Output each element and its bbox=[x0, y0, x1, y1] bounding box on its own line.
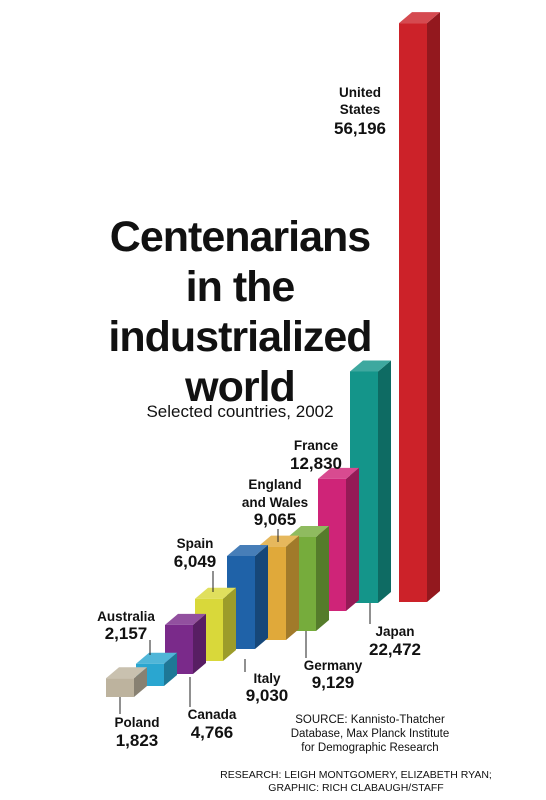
bar-side bbox=[286, 535, 299, 640]
value-label: 56,196 bbox=[334, 119, 386, 138]
bar-top bbox=[288, 525, 329, 537]
credit-line: GRAPHIC: RICH CLABAUGH/STAFF bbox=[268, 782, 444, 794]
source-line: for Demographic Research bbox=[301, 742, 439, 754]
bar-top bbox=[106, 667, 147, 679]
title-line: industrialized bbox=[108, 313, 372, 361]
chart-title: Centenarians in the industrialized world bbox=[100, 212, 380, 412]
value-label: 6,049 bbox=[174, 552, 217, 571]
source-note: SOURCE: Kannisto-Thatcher Database, Max … bbox=[270, 713, 470, 755]
value-label: 4,766 bbox=[191, 723, 234, 742]
bar bbox=[106, 667, 147, 697]
bar-side bbox=[164, 652, 177, 686]
bar-top bbox=[350, 360, 391, 372]
chart-subtitle: Selected countries, 2002 bbox=[146, 402, 334, 421]
bar-side bbox=[316, 525, 329, 631]
bar-top bbox=[195, 587, 236, 599]
value-label: 22,472 bbox=[369, 640, 421, 659]
bar bbox=[399, 12, 440, 602]
category-label: England bbox=[248, 477, 301, 492]
bar-side bbox=[346, 467, 359, 611]
category-label: Germany bbox=[304, 658, 363, 673]
category-label: Italy bbox=[253, 671, 281, 686]
bar-side bbox=[255, 544, 268, 649]
category-label: Australia bbox=[97, 609, 155, 624]
bar-side bbox=[427, 12, 440, 602]
value-label: 9,065 bbox=[254, 510, 297, 529]
bar-side bbox=[378, 360, 391, 603]
value-label: 9,030 bbox=[246, 686, 289, 705]
category-label: France bbox=[294, 438, 339, 453]
category-label: Poland bbox=[114, 715, 159, 730]
bar-top bbox=[318, 467, 359, 479]
category-label: Canada bbox=[188, 707, 237, 722]
title-line: Centenarians bbox=[109, 213, 371, 261]
bar-top bbox=[136, 652, 177, 664]
category-label: States bbox=[340, 102, 381, 117]
category-label: United bbox=[339, 85, 381, 100]
value-label: 9,129 bbox=[312, 673, 355, 692]
source-line: Database, Max Planck Institute bbox=[290, 728, 450, 740]
source-line: SOURCE: Kannisto-Thatcher bbox=[295, 714, 445, 726]
value-label: 2,157 bbox=[105, 624, 148, 643]
value-label: 1,823 bbox=[116, 731, 159, 750]
bar-front bbox=[106, 678, 134, 697]
bar-front bbox=[399, 23, 427, 602]
title-line: in the bbox=[185, 263, 296, 311]
category-label: and Wales bbox=[242, 495, 308, 510]
bar-top bbox=[227, 544, 268, 556]
bar-top bbox=[399, 12, 440, 24]
category-label: Spain bbox=[177, 536, 214, 551]
bar-side bbox=[223, 587, 236, 661]
bar-top bbox=[165, 613, 206, 625]
bar-side bbox=[193, 613, 206, 674]
category-label: Japan bbox=[375, 624, 414, 639]
bar-side bbox=[134, 667, 147, 697]
credit-line: RESEARCH: LEIGH MONTGOMERY, ELIZABETH RY… bbox=[220, 769, 492, 781]
value-label: 12,830 bbox=[290, 454, 342, 473]
title-line: world bbox=[185, 363, 296, 411]
credits: RESEARCH: LEIGH MONTGOMERY, ELIZABETH RY… bbox=[196, 769, 516, 795]
